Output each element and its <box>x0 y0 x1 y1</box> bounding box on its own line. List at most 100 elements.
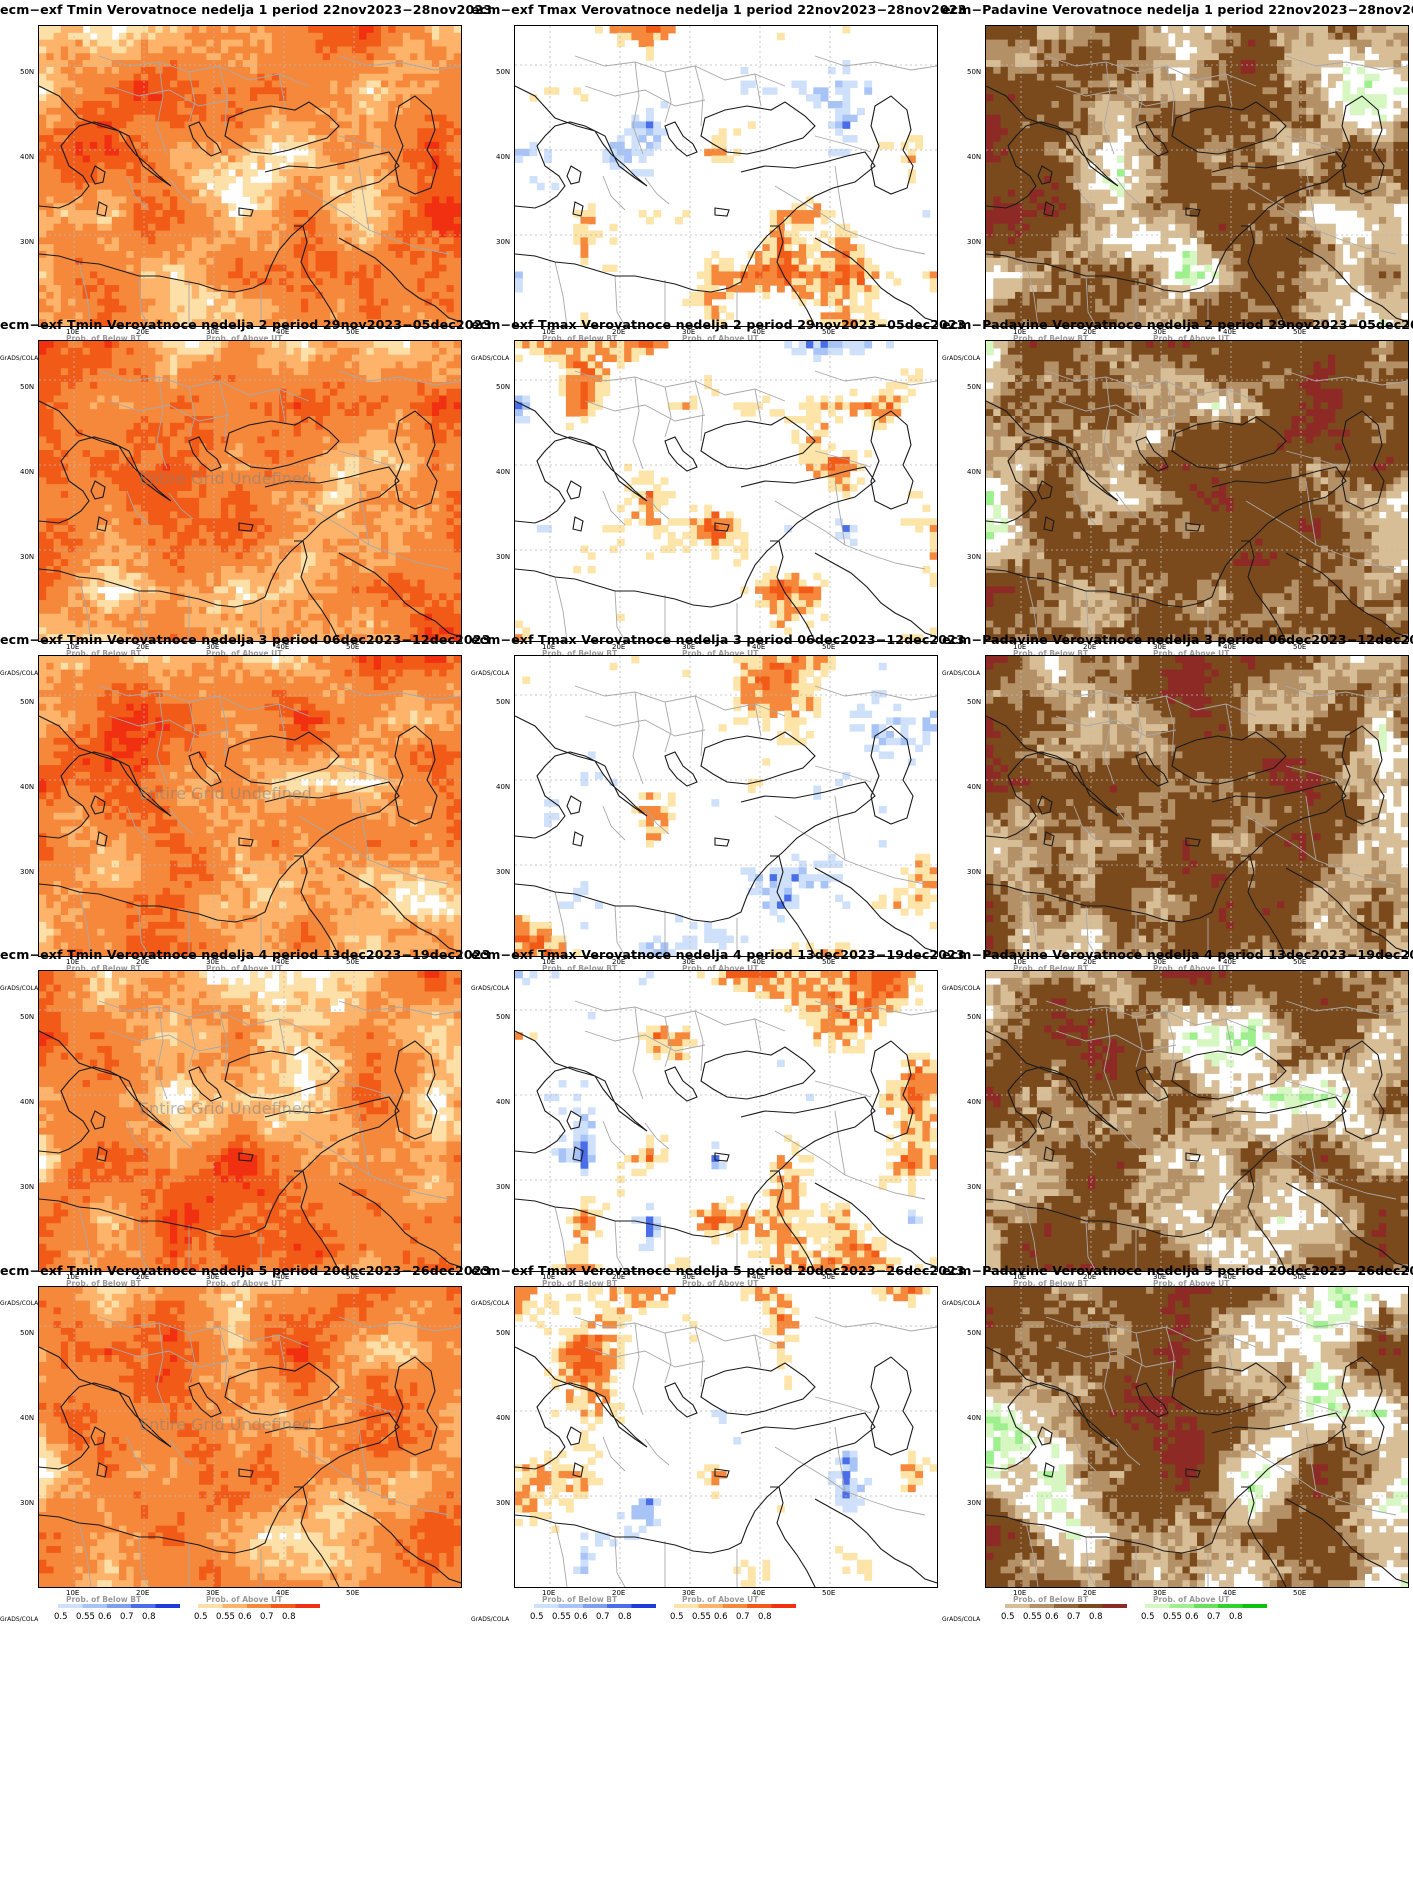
coastline <box>294 540 340 641</box>
coastline <box>1037 1426 1053 1446</box>
longitude-label: 50E <box>822 1589 835 1597</box>
country-border <box>1225 1018 1233 1052</box>
legend-tick-label: 0.55 <box>216 1612 235 1622</box>
coastline <box>1043 201 1055 217</box>
grads-credit: GrADS/COLA <box>471 985 509 992</box>
country-border <box>156 1322 168 1416</box>
coastline <box>566 1110 582 1130</box>
latitude-label: 30N <box>967 553 981 561</box>
latitude-label: 30N <box>20 553 34 561</box>
country-border <box>1045 685 1257 717</box>
coastline <box>188 1066 222 1102</box>
country-border <box>1055 400 1177 422</box>
country-border <box>1285 55 1408 71</box>
legend-below-title: Prob. of Below BT <box>542 334 617 343</box>
longitude-label: 20E <box>612 328 625 336</box>
legend-tick-label: 0.5 <box>1001 1612 1015 1622</box>
country-border <box>632 1322 644 1416</box>
coastline <box>870 95 914 195</box>
coastline <box>1043 1146 1055 1162</box>
grads-credit: GrADS/COLA <box>471 670 509 677</box>
longitude-label: 10E <box>542 958 555 966</box>
country-border <box>126 1436 150 1472</box>
coastline <box>714 207 730 217</box>
coastline <box>814 237 937 323</box>
coastline <box>294 855 340 956</box>
grads-credit: GrADS/COLA <box>471 1300 509 1307</box>
map-panel: ecm−Padavine Verovatnoce nedelja 2 perio… <box>942 315 1413 694</box>
coastline <box>986 1096 1347 1238</box>
coastline <box>1171 416 1287 470</box>
country-border <box>1085 275 1097 326</box>
coastline <box>39 1096 400 1238</box>
country-border <box>754 703 762 737</box>
country-border <box>78 1206 92 1271</box>
legend-below-title: Prob. of Below BT <box>66 649 141 658</box>
coastline <box>664 751 698 787</box>
country-border <box>1025 1206 1039 1271</box>
country-border <box>1165 380 1175 442</box>
coastline <box>572 1462 584 1478</box>
coastline <box>1341 95 1385 195</box>
country-border <box>108 715 230 737</box>
coastline <box>1241 1170 1287 1271</box>
coastline <box>39 466 400 608</box>
country-border <box>168 1438 194 1466</box>
longitude-label: 50E <box>1293 1273 1306 1281</box>
legend-below-colorbar <box>534 1604 656 1608</box>
longitude-label: 10E <box>66 328 79 336</box>
coastline <box>714 837 730 847</box>
coastline <box>1171 1046 1287 1100</box>
map-panel: ecm−exf Tmax Verovatnoce nedelja 2 perio… <box>471 315 966 694</box>
latitude-label: 40N <box>967 1098 981 1106</box>
longitude-label: 40E <box>276 958 289 966</box>
coastline <box>338 552 461 638</box>
coastline <box>1285 1498 1408 1584</box>
coastline <box>1241 540 1287 641</box>
coastline <box>238 207 254 217</box>
probability-field <box>986 341 1408 641</box>
country-border <box>98 370 310 402</box>
coastline <box>1171 101 1287 155</box>
country-border <box>644 807 670 835</box>
country-border <box>1305 795 1317 861</box>
country-border <box>168 1122 194 1150</box>
legend-below-title: Prob. of Below BT <box>1013 649 1088 658</box>
longitude-label: 10E <box>66 643 79 651</box>
longitude-label: 40E <box>1223 1273 1236 1281</box>
probability-field <box>515 26 937 326</box>
latitude-label: 50N <box>967 1013 981 1021</box>
country-border <box>1285 370 1408 386</box>
country-border <box>694 380 704 442</box>
coastline <box>515 400 648 524</box>
coastline <box>188 121 222 157</box>
longitude-label: 20E <box>612 1273 625 1281</box>
legend-above-title: Prob. of Above UT <box>206 1279 282 1288</box>
longitude-label: 30E <box>1153 643 1166 651</box>
country-border <box>338 450 396 468</box>
country-border <box>614 905 626 956</box>
country-border <box>1115 492 1141 520</box>
latitude-label: 50N <box>496 1013 510 1021</box>
coastline <box>986 1030 1119 1154</box>
coastline <box>714 1468 730 1478</box>
country-border <box>108 85 230 107</box>
map-frame <box>985 1286 1409 1588</box>
undefined-grid-note: Entire Grid Undefined <box>139 469 312 488</box>
country-border <box>188 1016 196 1068</box>
country-border <box>1103 61 1115 155</box>
coastline <box>394 1040 438 1140</box>
country-border <box>632 691 644 785</box>
country-border <box>584 715 706 737</box>
grads-credit: GrADS/COLA <box>942 985 980 992</box>
coastline <box>96 1146 108 1162</box>
latitude-label: 40N <box>496 1414 510 1422</box>
map-panel: ecm−Padavine Verovatnoce nedelja 5 perio… <box>942 1261 1413 1640</box>
country-border <box>1135 1332 1143 1384</box>
country-border <box>1225 703 1233 737</box>
probability-field <box>39 26 461 326</box>
latitude-label: 50N <box>967 68 981 76</box>
map-frame: Entire Grid Undefined <box>38 340 462 642</box>
longitude-label: 30E <box>1153 1589 1166 1597</box>
longitude-label: 10E <box>542 328 555 336</box>
